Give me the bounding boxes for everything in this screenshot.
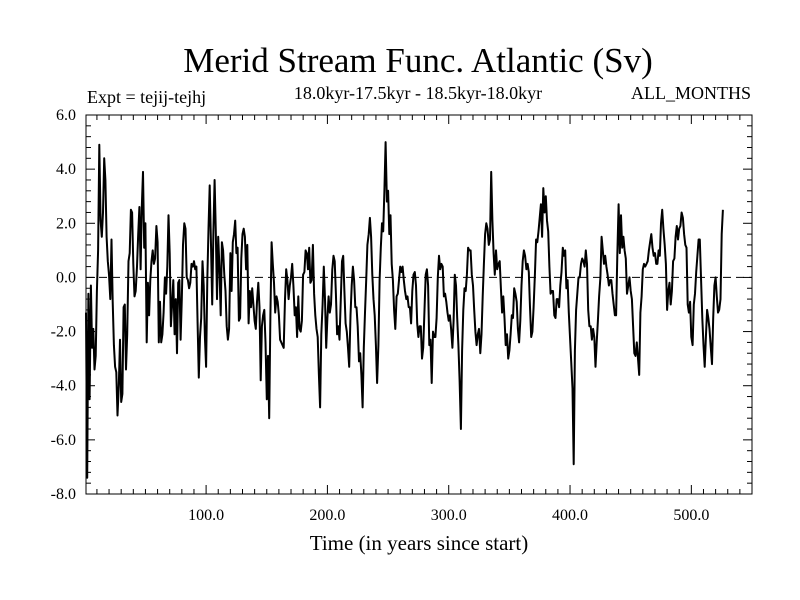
x-axis-title: Time (in years since start) — [310, 531, 529, 555]
x-tick-label: 100.0 — [188, 507, 224, 524]
axis-ticks — [86, 114, 753, 495]
y-tick-label: -6.0 — [51, 432, 76, 449]
y-tick-label: -2.0 — [51, 324, 76, 341]
x-tick-label: 400.0 — [552, 507, 588, 524]
axis-tick-labels: 100.0 200.0 300.0 400.0 500.0 -8.0 -6.0 -4.0 -2.… — [51, 107, 710, 524]
x-tick-label: 300.0 — [431, 507, 467, 524]
series-line — [85, 141, 724, 479]
y-tick-label: 4.0 — [56, 161, 76, 178]
x-tick-label: 200.0 — [309, 507, 345, 524]
y-tick-label: 2.0 — [56, 215, 76, 232]
x-tick-label: 500.0 — [673, 507, 709, 524]
months-label: ALL_MONTHS — [631, 83, 751, 103]
experiment-label: Expt = tejij-tejhj — [87, 87, 206, 107]
plot-frame — [85, 114, 753, 495]
y-tick-label: 6.0 — [56, 107, 76, 124]
y-tick-label: -4.0 — [51, 378, 76, 395]
chart-subtitle: 18.0kyr-17.5kyr - 18.5kyr-18.0kyr — [294, 83, 542, 103]
chart-title: Merid Stream Func. Atlantic (Sv) — [183, 41, 653, 80]
y-tick-label: 0.0 — [56, 269, 76, 286]
y-tick-label: -8.0 — [51, 486, 76, 503]
